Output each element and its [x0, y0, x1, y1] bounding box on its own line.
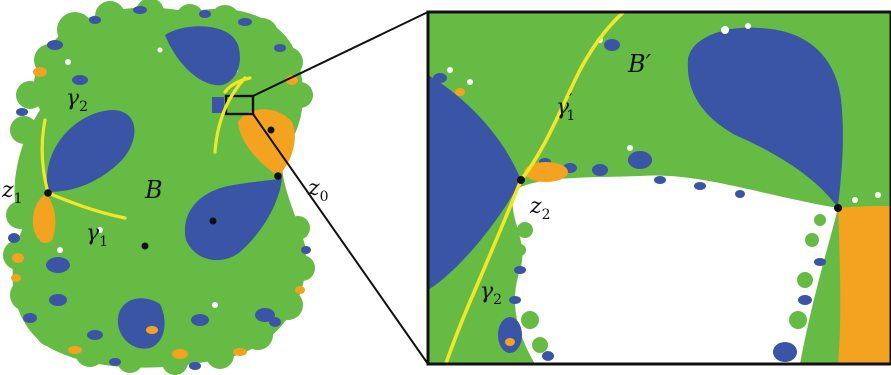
white-region — [513, 176, 838, 364]
label-Bprime: B′ — [627, 50, 652, 78]
zoom-boundary-point — [834, 204, 842, 212]
julia-set-overview: z1 z0 γ2 γ1 B — [1, 0, 329, 375]
orange-right-block — [838, 206, 891, 364]
center-point-blue — [210, 218, 217, 225]
blue-bottom-left — [498, 317, 522, 353]
z1-point — [44, 189, 52, 197]
label-z0: z0 — [307, 176, 329, 205]
blue-basin-upper-right — [212, 97, 224, 113]
z2-point — [517, 176, 525, 184]
center-point-orange — [268, 127, 275, 134]
center-point-green — [142, 243, 149, 250]
label-B: B — [144, 176, 163, 204]
z0-point — [274, 172, 282, 180]
zoomed-inset: B′ γ′ 1 z2 γ2 — [428, 8, 891, 375]
